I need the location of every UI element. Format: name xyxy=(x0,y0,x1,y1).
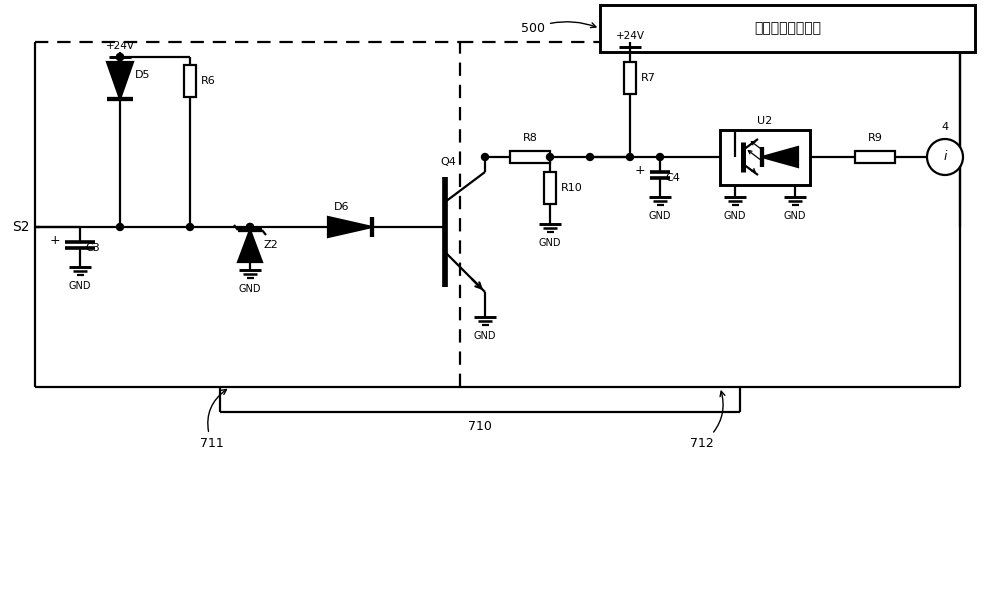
Bar xyxy=(184,65,196,97)
Text: i: i xyxy=(943,151,947,163)
Circle shape xyxy=(246,223,254,231)
Text: Q4: Q4 xyxy=(440,157,456,167)
Bar xyxy=(624,62,636,94)
Text: GND: GND xyxy=(649,211,671,221)
Text: +: + xyxy=(49,234,60,248)
Text: D5: D5 xyxy=(135,69,150,80)
Text: C3: C3 xyxy=(85,243,100,253)
Text: C4: C4 xyxy=(665,173,680,183)
Text: GND: GND xyxy=(539,238,561,248)
Text: 711: 711 xyxy=(200,390,226,450)
Circle shape xyxy=(626,154,634,160)
Polygon shape xyxy=(328,217,372,237)
Text: S2: S2 xyxy=(12,220,30,234)
Text: R10: R10 xyxy=(561,183,583,193)
Text: R7: R7 xyxy=(641,73,656,83)
Text: R9: R9 xyxy=(868,133,882,143)
Bar xyxy=(600,5,975,52)
Circle shape xyxy=(116,53,124,61)
Text: 500: 500 xyxy=(521,22,596,35)
Text: +24V: +24V xyxy=(106,41,134,51)
Circle shape xyxy=(186,223,194,231)
Text: D6: D6 xyxy=(334,202,350,212)
Text: GND: GND xyxy=(724,211,746,221)
Bar xyxy=(855,151,895,163)
Polygon shape xyxy=(238,230,262,262)
Text: Z2: Z2 xyxy=(264,240,279,250)
Circle shape xyxy=(927,139,963,175)
Circle shape xyxy=(586,154,594,160)
Circle shape xyxy=(116,223,124,231)
Bar xyxy=(544,172,556,204)
Text: 710: 710 xyxy=(468,420,492,433)
Circle shape xyxy=(546,154,554,160)
Text: R8: R8 xyxy=(523,133,537,143)
Circle shape xyxy=(482,154,488,160)
Polygon shape xyxy=(107,62,133,99)
Text: 712: 712 xyxy=(690,391,725,450)
Polygon shape xyxy=(762,147,798,167)
Text: GND: GND xyxy=(239,284,261,294)
Circle shape xyxy=(246,223,254,231)
Text: GND: GND xyxy=(474,331,496,341)
Text: R6: R6 xyxy=(201,76,216,86)
Text: U2: U2 xyxy=(757,117,773,126)
Circle shape xyxy=(116,53,124,61)
Text: 第一电压检测电路: 第一电压检测电路 xyxy=(754,21,821,35)
Text: 4: 4 xyxy=(941,122,949,132)
Text: +24V: +24V xyxy=(616,31,644,41)
Text: GND: GND xyxy=(69,281,91,291)
Bar xyxy=(720,129,810,185)
Bar xyxy=(510,151,550,163)
Text: GND: GND xyxy=(784,211,806,221)
Text: +: + xyxy=(634,164,645,177)
Circle shape xyxy=(656,154,664,160)
